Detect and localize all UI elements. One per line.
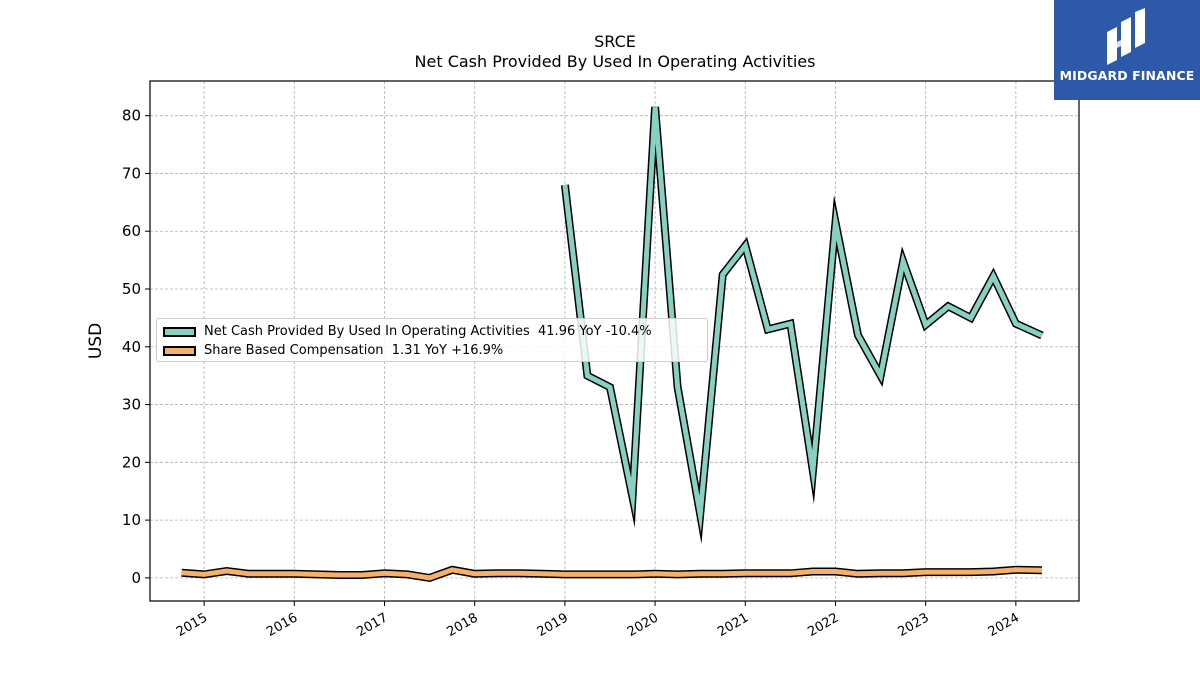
chart-title-ticker: SRCE [594,32,636,51]
y-tick-label: 40 [122,338,141,356]
series-layer [181,106,1044,583]
x-tick-label: 2015 [174,610,210,640]
legend-label-share-comp: Share Based Compensation 1.31 YoY +16.9% [204,343,504,358]
legend-swatch-share-comp [163,345,196,356]
legend-item-net-cash: Net Cash Provided By Used In Operating A… [163,322,701,341]
x-tick-label: 2023 [896,610,932,640]
y-axis-label: USD [86,323,106,359]
y-tick-label: 0 [131,569,141,587]
x-tick-label: 2017 [354,610,390,640]
y-tick-label: 30 [122,396,141,414]
series-line-0 [562,106,1044,533]
legend-swatch-net-cash [163,326,196,337]
x-tick-label: 2016 [264,610,300,640]
x-tick-label: 2022 [805,610,841,640]
x-tick-label: 2019 [535,610,571,640]
series-line-1 [181,567,1043,581]
logo-mark-icon [1107,8,1145,65]
legend-label-net-cash: Net Cash Provided By Used In Operating A… [204,324,652,339]
y-tick-label: 60 [122,222,141,240]
legend-item-share-comp: Share Based Compensation 1.31 YoY +16.9% [163,341,701,360]
brand-logo: MIDGARD FINANCE [1054,0,1200,100]
x-tick-label: 2018 [445,610,481,640]
y-tick-label: 10 [122,511,141,529]
x-tick-label: 2021 [715,610,751,640]
legend: Net Cash Provided By Used In Operating A… [156,318,708,362]
chart-title: Net Cash Provided By Used In Operating A… [414,52,816,71]
x-tick-label: 2024 [986,610,1022,640]
y-tick-label: 80 [122,107,141,125]
x-tick-label: 2020 [625,610,661,640]
y-tick-label: 70 [122,164,141,182]
logo-text: MIDGARD FINANCE [1059,68,1195,83]
plot-border [149,80,1080,602]
y-tick-label: 20 [122,453,141,471]
y-tick-label: 50 [122,280,141,298]
